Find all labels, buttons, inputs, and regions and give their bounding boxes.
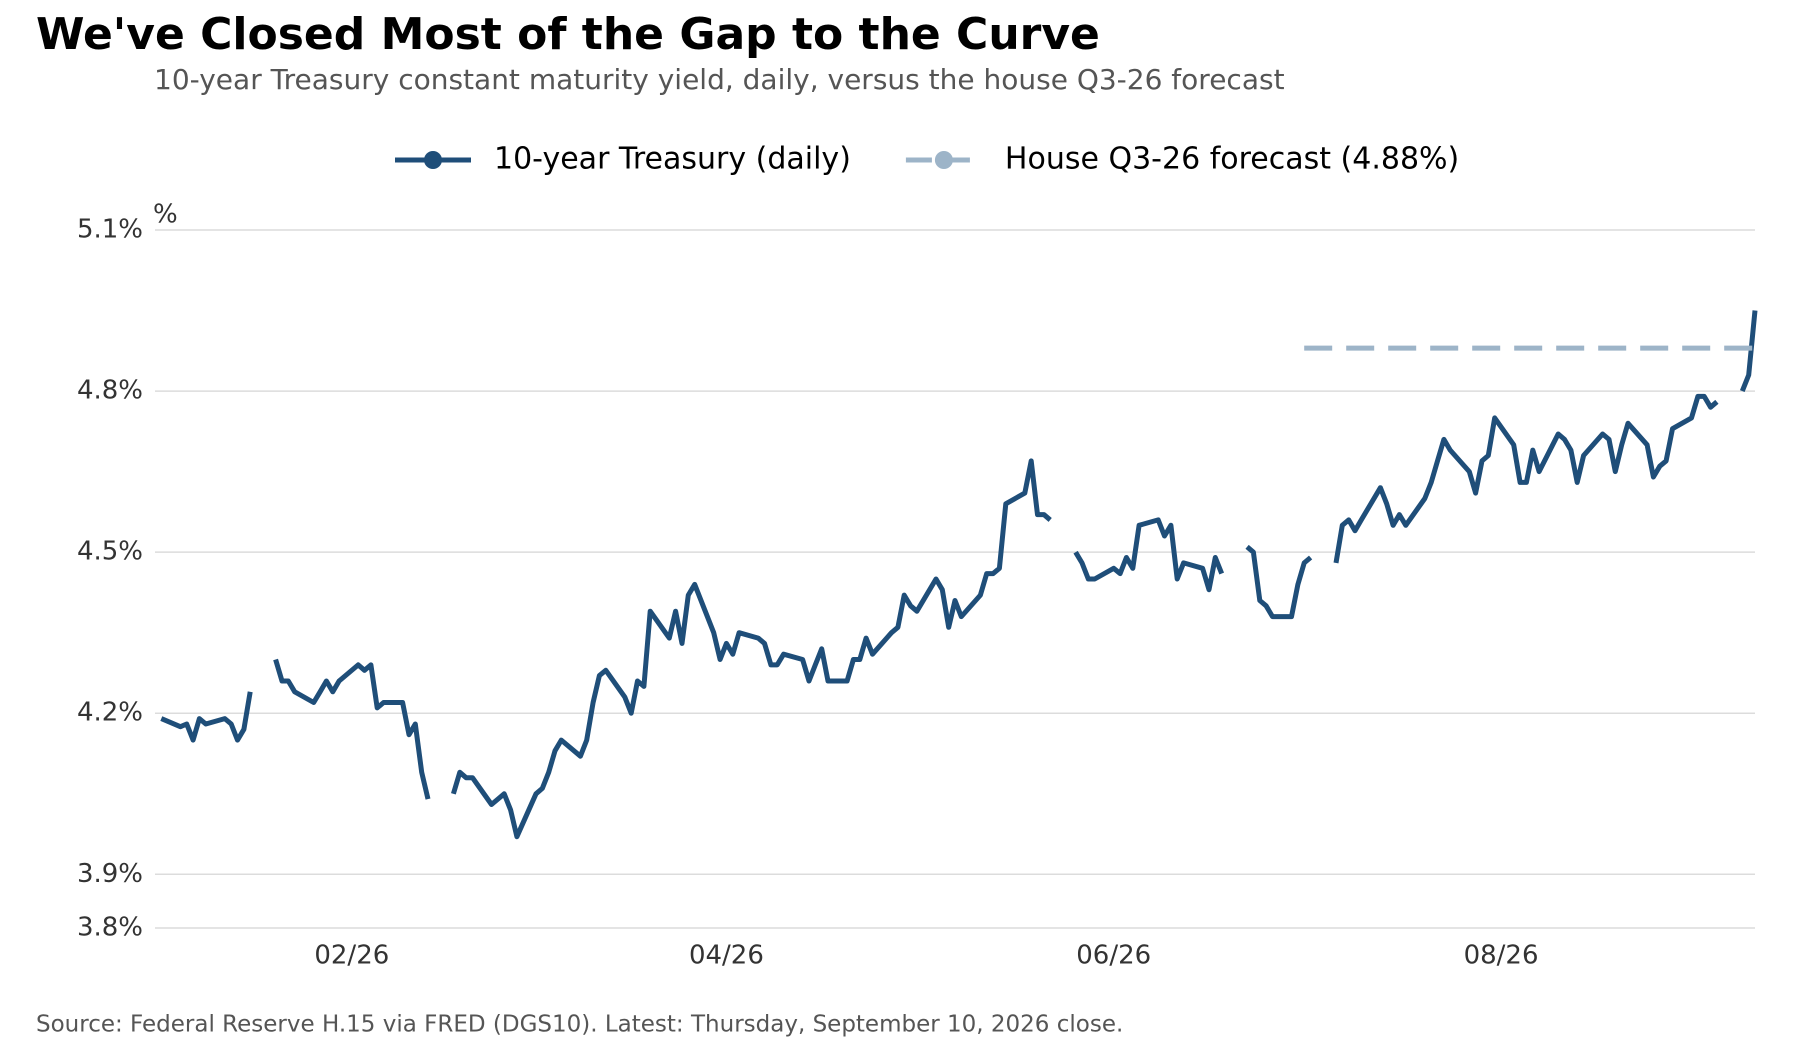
series-line bbox=[160, 310, 1758, 840]
legend-marker bbox=[934, 151, 953, 169]
y-tick-label: 4.2% bbox=[77, 698, 143, 728]
legend-item: House Q3-26 forecast (4.88%) bbox=[905, 142, 1459, 177]
chart-title: We've Closed Most of the Gap to the Curv… bbox=[36, 9, 1100, 60]
x-tick-label: 06/26 bbox=[1076, 941, 1151, 971]
x-tick-label: 08/26 bbox=[1464, 941, 1539, 971]
source-note: Source: Federal Reserve H.15 via FRED (D… bbox=[36, 1012, 1123, 1038]
y-tick-label: 3.9% bbox=[77, 859, 143, 889]
y-tick-label: 4.8% bbox=[77, 376, 143, 406]
y-tick-label: 5.1% bbox=[77, 215, 143, 245]
legend-label: House Q3-26 forecast (4.88%) bbox=[1005, 142, 1459, 177]
legend: 10-year Treasury (daily) House Q3-26 fore… bbox=[395, 142, 1459, 177]
y-axis-label: % bbox=[153, 200, 178, 230]
x-tick-label: 02/26 bbox=[314, 941, 389, 971]
y-tick-label: 4.5% bbox=[77, 537, 143, 567]
x-tick-label: 04/26 bbox=[689, 941, 764, 971]
legend-item: 10-year Treasury (daily) bbox=[395, 142, 851, 177]
legend-label: 10-year Treasury (daily) bbox=[494, 142, 851, 177]
legend-marker bbox=[424, 151, 442, 169]
y-tick-label: 3.8% bbox=[77, 913, 143, 943]
chart-subtitle: 10-year Treasury constant maturity yield… bbox=[154, 63, 1285, 96]
